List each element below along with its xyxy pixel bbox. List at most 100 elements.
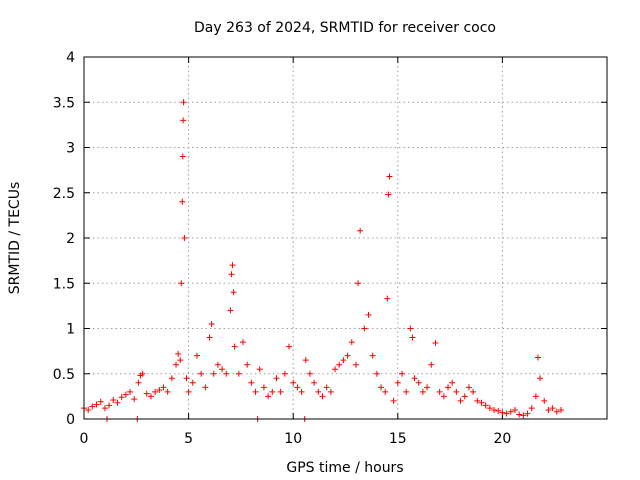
data-point [365, 311, 372, 318]
data-point [206, 334, 213, 341]
data-point [384, 295, 391, 302]
data-point [419, 388, 426, 395]
data-point [415, 379, 422, 386]
y-axis-label: SRMTID / TECUs [7, 182, 23, 295]
y-tick-label: 1 [66, 322, 75, 338]
data-point [178, 280, 185, 287]
data-point [290, 379, 297, 386]
data-point [352, 361, 359, 368]
data-point [453, 388, 460, 395]
data-point [239, 339, 246, 346]
data-point [482, 402, 489, 409]
data-point [557, 406, 564, 413]
data-point [428, 361, 435, 368]
data-point [541, 397, 548, 404]
data-point [189, 379, 196, 386]
data-point [382, 388, 389, 395]
data-point [252, 388, 259, 395]
data-point [179, 198, 186, 205]
data-point [507, 408, 514, 415]
data-point [524, 410, 531, 417]
data-point [537, 375, 544, 382]
data-point [193, 352, 200, 359]
data-point [114, 399, 121, 406]
data-point [491, 406, 498, 413]
data-point [219, 366, 226, 373]
data-point [411, 375, 418, 382]
data-point [315, 388, 322, 395]
data-point [302, 357, 309, 364]
data-point [231, 343, 238, 350]
y-tick-label: 4 [66, 50, 75, 66]
data-point [445, 384, 452, 391]
data-point [348, 339, 355, 346]
data-point [407, 325, 414, 332]
data-point [495, 407, 502, 414]
data-point [327, 388, 334, 395]
x-tick-label: 20 [493, 431, 511, 447]
data-point [390, 397, 397, 404]
data-point [223, 370, 230, 377]
data-point [516, 411, 523, 418]
y-tick-label: 2 [66, 231, 75, 247]
data-point [432, 339, 439, 346]
data-point [131, 396, 138, 403]
data-point [503, 410, 510, 417]
data-point [135, 379, 142, 386]
data-point [306, 370, 313, 377]
data-point [227, 307, 234, 314]
data-point [355, 280, 362, 287]
data-point [248, 379, 255, 386]
data-point [386, 173, 393, 180]
data-point [179, 153, 186, 160]
data-point [398, 370, 405, 377]
data-point [156, 387, 163, 394]
data-point [470, 388, 477, 395]
data-point [152, 388, 159, 395]
tick-labels: 0 5 10 15 20 0 0.5 1 1.5 2 2.5 3 3.5 4 [53, 50, 512, 447]
y-tick-label: 3 [66, 141, 75, 157]
x-tick-label: 15 [389, 431, 407, 447]
data-point [265, 393, 272, 400]
data-point [273, 375, 280, 382]
data-point [549, 405, 556, 412]
data-points [81, 99, 564, 422]
data-point [323, 384, 330, 391]
data-point [319, 393, 326, 400]
data-point [168, 375, 175, 382]
data-point [127, 388, 134, 395]
data-point [85, 406, 92, 413]
data-point [486, 405, 493, 412]
data-point [208, 320, 215, 327]
y-tick-label: 1.5 [53, 276, 75, 292]
data-point [106, 402, 113, 409]
data-point [173, 361, 180, 368]
data-point [532, 393, 539, 400]
plot-frame [83, 56, 608, 420]
data-point [332, 366, 339, 373]
data-point [147, 393, 154, 400]
data-point [244, 361, 251, 368]
data-point [210, 370, 217, 377]
data-point [198, 370, 205, 377]
data-point [403, 388, 410, 395]
data-point [461, 393, 468, 400]
data-point [520, 412, 527, 419]
data-point [214, 361, 221, 368]
data-point [269, 388, 276, 395]
grid [84, 57, 607, 419]
data-point [394, 379, 401, 386]
y-tick-label: 0 [66, 412, 75, 428]
data-point [93, 401, 100, 408]
data-point [369, 352, 376, 359]
data-point [101, 405, 108, 412]
data-point [553, 408, 560, 415]
data-point [294, 384, 301, 391]
data-point [357, 227, 364, 234]
x-tick-label: 10 [284, 431, 302, 447]
x-tick-label: 5 [184, 431, 193, 447]
data-point [499, 409, 506, 416]
data-point [89, 403, 96, 410]
data-point [424, 384, 431, 391]
